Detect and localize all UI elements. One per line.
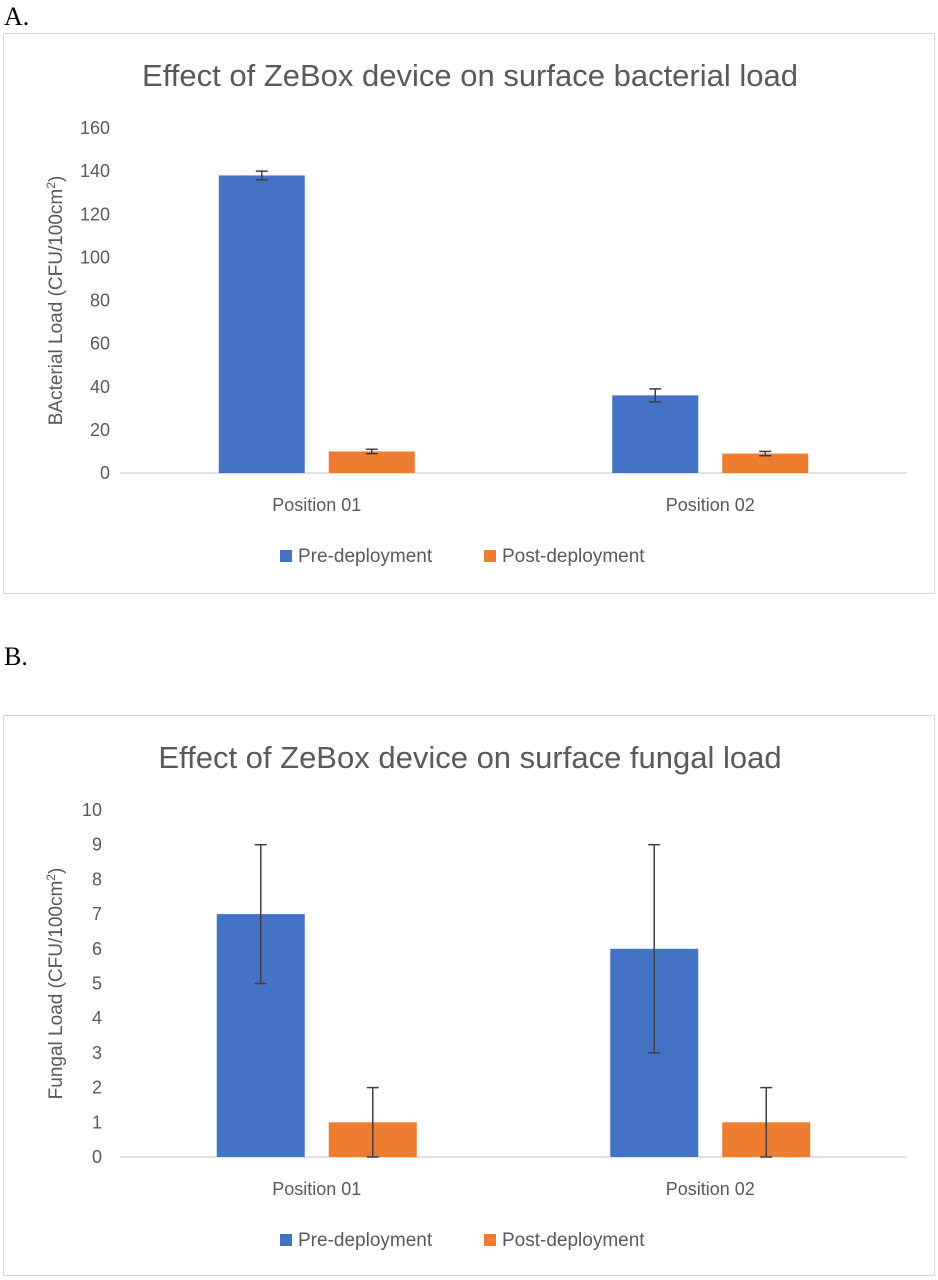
fungal-chart-title: Effect of ZeBox device on surface fungal…	[158, 740, 781, 775]
bacterial-x-tick-label: Position 02	[666, 495, 755, 515]
bacterial-bar-pre-1	[218, 175, 305, 473]
bacterial-error-bar-post-1	[365, 448, 378, 455]
chart-bacterial-load: Effect of ZeBox device on surface bacter…	[3, 33, 935, 594]
bacterial-legend-swatch-pre	[280, 550, 292, 562]
fungal-y-tick-label: 3	[92, 1043, 102, 1063]
fungal-error-bar-post-2	[760, 1086, 773, 1158]
bacterial-x-tick-label: Position 01	[272, 495, 361, 515]
bacterial-y-tick-label: 160	[80, 118, 110, 138]
bacterial-y-tick-label: 120	[80, 204, 110, 224]
bacterial-y-tick-label: 100	[80, 247, 110, 267]
bacterial-y-tick-label: 140	[80, 161, 110, 181]
bacterial-error-bar-post-2	[759, 450, 772, 457]
panel-label-a: A.	[4, 2, 30, 31]
bacterial-error-bar-pre-2	[649, 388, 662, 403]
fungal-legend-swatch-post	[484, 1234, 496, 1246]
fungal-y-axis-label: Fungal Load (CFU/100cm2)	[44, 868, 67, 1100]
fungal-error-bar-post-1	[366, 1086, 379, 1158]
bacterial-chart-title: Effect of ZeBox device on surface bacter…	[142, 58, 798, 93]
chart-fungal-load: Effect of ZeBox device on surface fungal…	[3, 715, 935, 1276]
bacterial-y-tick-label: 40	[90, 377, 110, 397]
bacterial-y-axis-label: BActerial Load (CFU/100cm2)	[44, 176, 67, 426]
fungal-legend-swatch-pre	[280, 1234, 292, 1246]
fungal-y-tick-label: 9	[92, 835, 102, 855]
fungal-error-bar-pre-1	[254, 843, 267, 985]
fungal-y-tick-label: 8	[92, 869, 102, 889]
fungal-y-tick-label: 4	[92, 1008, 102, 1028]
bacterial-bar-post-1	[328, 451, 415, 473]
bacterial-legend-label-post: Post-deployment	[502, 546, 645, 567]
bacterial-bar-post-2	[722, 453, 809, 473]
panel-label-b: B.	[4, 642, 28, 671]
fungal-legend-label-pre: Pre-deployment	[298, 1230, 433, 1251]
fungal-error-bar-pre-2	[648, 843, 661, 1054]
fungal-x-tick-label: Position 01	[272, 1179, 361, 1199]
fungal-y-tick-label: 2	[92, 1078, 102, 1098]
fungal-y-tick-label: 0	[92, 1147, 102, 1167]
bacterial-legend-swatch-post	[484, 550, 496, 562]
bacterial-legend-label-pre: Pre-deployment	[298, 546, 433, 567]
bacterial-y-tick-label: 20	[90, 420, 110, 440]
fungal-y-tick-label: 5	[92, 974, 102, 994]
chart-fungal-svg: Effect of ZeBox device on surface fungal…	[44, 740, 907, 1251]
bacterial-y-tick-label: 80	[90, 291, 110, 311]
fungal-y-tick-label: 7	[92, 904, 102, 924]
bacterial-error-bar-pre-1	[255, 170, 268, 181]
fungal-x-tick-label: Position 02	[666, 1179, 755, 1199]
fungal-y-tick-label: 10	[82, 800, 102, 820]
fungal-y-tick-label: 1	[92, 1112, 102, 1132]
bacterial-y-tick-label: 60	[90, 334, 110, 354]
fungal-y-tick-label: 6	[92, 939, 102, 959]
chart-bacterial-svg: Effect of ZeBox device on surface bacter…	[44, 58, 907, 567]
fungal-legend-label-post: Post-deployment	[502, 1230, 645, 1251]
bacterial-y-tick-label: 0	[100, 463, 110, 483]
bacterial-bar-pre-2	[612, 395, 699, 473]
